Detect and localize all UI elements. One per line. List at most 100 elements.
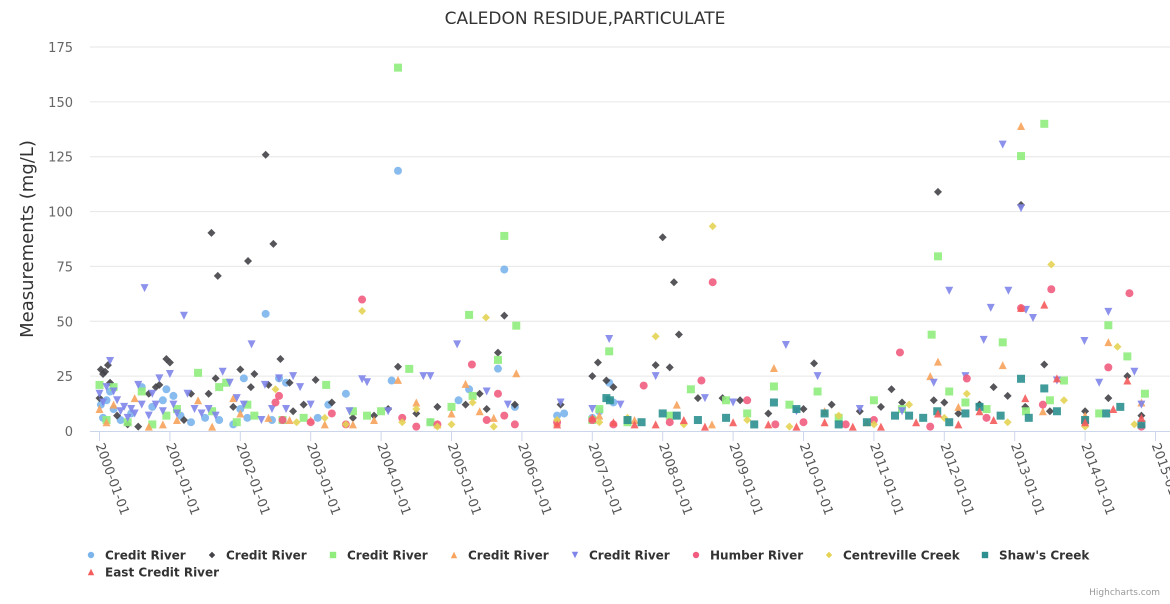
highcharts-credit[interactable]: Highcharts.com bbox=[1089, 588, 1160, 598]
data-point bbox=[1047, 285, 1056, 294]
data-point bbox=[1081, 407, 1090, 416]
data-point bbox=[1040, 119, 1049, 128]
data-point bbox=[764, 420, 773, 429]
data-point bbox=[700, 394, 709, 403]
data-point bbox=[1104, 363, 1113, 372]
data-point bbox=[616, 400, 625, 409]
data-point bbox=[658, 233, 667, 242]
data-point bbox=[813, 372, 822, 381]
data-point bbox=[769, 364, 778, 373]
data-point bbox=[482, 405, 491, 414]
data-point bbox=[979, 335, 988, 344]
data-point bbox=[1123, 352, 1132, 361]
data-point bbox=[962, 374, 971, 383]
data-point bbox=[1003, 418, 1012, 427]
data-point bbox=[384, 407, 393, 416]
data-point bbox=[500, 231, 509, 240]
series-5 bbox=[271, 278, 1146, 431]
data-point bbox=[299, 400, 308, 409]
data-point bbox=[99, 398, 108, 407]
data-point bbox=[834, 411, 843, 420]
data-point bbox=[246, 383, 255, 392]
x-tick-label: 2001-01-01 bbox=[162, 441, 202, 517]
data-point bbox=[630, 420, 639, 429]
data-point bbox=[553, 416, 562, 425]
data-point bbox=[225, 378, 234, 387]
legend-item[interactable]: Credit River bbox=[329, 549, 428, 563]
data-point bbox=[898, 398, 907, 407]
data-point bbox=[151, 400, 160, 409]
data-point bbox=[1004, 286, 1013, 295]
data-point bbox=[605, 335, 614, 344]
data-point bbox=[123, 413, 132, 422]
data-point bbox=[898, 407, 907, 416]
data-point bbox=[1038, 407, 1047, 416]
data-point bbox=[183, 389, 192, 398]
legend-item[interactable]: Credit River bbox=[208, 549, 307, 563]
legend-item[interactable]: East Credit River bbox=[87, 566, 219, 580]
x-tick-label: 2009-01-01 bbox=[725, 441, 765, 517]
data-point bbox=[834, 420, 843, 429]
data-point bbox=[271, 398, 280, 407]
data-point bbox=[162, 385, 171, 394]
data-point bbox=[1040, 360, 1049, 369]
data-point bbox=[179, 416, 188, 425]
data-point bbox=[609, 383, 618, 392]
data-point bbox=[261, 309, 270, 318]
data-point bbox=[672, 411, 681, 420]
data-point bbox=[729, 398, 738, 407]
data-point bbox=[1113, 342, 1122, 351]
data-point bbox=[208, 422, 217, 431]
data-point bbox=[905, 411, 914, 420]
data-point bbox=[130, 409, 139, 418]
data-point bbox=[137, 400, 146, 409]
data-point bbox=[799, 418, 808, 427]
legend-item[interactable]: Credit River bbox=[450, 549, 549, 563]
data-point bbox=[102, 383, 111, 392]
data-point bbox=[792, 422, 801, 431]
data-point bbox=[1045, 396, 1054, 405]
data-point bbox=[1040, 384, 1049, 393]
triangle-down-legend-icon bbox=[571, 551, 579, 559]
data-point bbox=[137, 387, 146, 396]
data-point bbox=[158, 420, 167, 429]
data-point bbox=[320, 420, 329, 429]
legend-item[interactable]: Credit River bbox=[87, 549, 186, 563]
data-point bbox=[130, 394, 139, 403]
legend-item[interactable]: Centreville Creek bbox=[825, 549, 961, 563]
data-point bbox=[493, 364, 502, 373]
data-point bbox=[123, 418, 132, 427]
data-point bbox=[743, 396, 752, 405]
data-point bbox=[229, 402, 238, 411]
x-tick-label: 2000-01-01 bbox=[92, 441, 132, 517]
y-axis-title: Measurements (mg/L) bbox=[17, 140, 38, 338]
data-point bbox=[419, 372, 428, 381]
data-point bbox=[887, 385, 896, 394]
x-tick-label: 2012-01-01 bbox=[937, 441, 977, 517]
data-point bbox=[489, 413, 498, 422]
data-point bbox=[453, 340, 462, 349]
legend: Credit River Credit River Credit River Cred… bbox=[87, 549, 1091, 580]
legend-item[interactable]: Humber River bbox=[692, 549, 803, 563]
legend-label: Credit River bbox=[468, 549, 549, 563]
data-point bbox=[187, 418, 196, 427]
data-point bbox=[929, 378, 938, 387]
data-point bbox=[595, 411, 604, 420]
data-point bbox=[204, 405, 213, 414]
data-point bbox=[556, 398, 565, 407]
data-point bbox=[1059, 396, 1068, 405]
data-point bbox=[218, 367, 227, 376]
data-point bbox=[1123, 372, 1132, 381]
data-point bbox=[651, 372, 660, 381]
legend-item[interactable]: Credit River bbox=[571, 549, 670, 563]
data-point bbox=[1130, 420, 1139, 429]
x-axis: 2000-01-01 2001-01-01 2002-01-01 2003-01-01… bbox=[90, 431, 1170, 517]
data-point bbox=[261, 150, 270, 159]
legend-item[interactable]: Shaw's Creek bbox=[981, 549, 1091, 563]
data-point bbox=[595, 405, 604, 414]
data-point bbox=[876, 422, 885, 431]
data-point bbox=[412, 405, 421, 414]
data-point bbox=[232, 394, 241, 403]
data-point bbox=[109, 387, 118, 396]
